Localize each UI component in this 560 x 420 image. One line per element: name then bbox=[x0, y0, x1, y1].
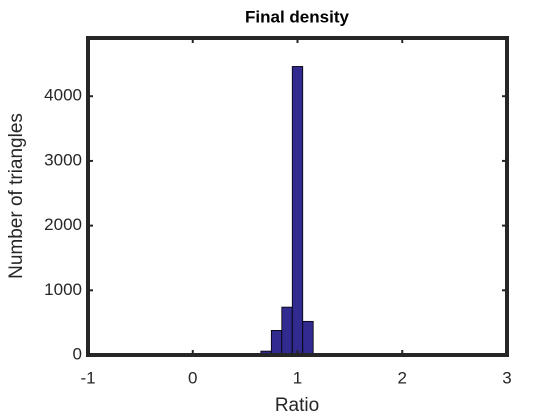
x-tick-label: 3 bbox=[502, 368, 511, 387]
x-tick-label: 0 bbox=[188, 368, 197, 387]
bar bbox=[281, 306, 293, 356]
x-axis-label: Ratio bbox=[275, 395, 319, 416]
y-tick-label: 3000 bbox=[44, 150, 82, 169]
y-tick-label: 2000 bbox=[44, 215, 82, 234]
y-tick-label: 1000 bbox=[44, 280, 82, 299]
axes-box bbox=[86, 36, 509, 357]
bar bbox=[291, 66, 304, 356]
bar bbox=[270, 330, 283, 356]
chart-title: Final density bbox=[245, 7, 349, 26]
bar bbox=[302, 320, 314, 356]
y-axis-label: Number of triangles bbox=[6, 113, 27, 279]
x-tick-label: 2 bbox=[398, 368, 407, 387]
x-tick-label: -1 bbox=[80, 368, 95, 387]
x-tick-label: 1 bbox=[293, 368, 302, 387]
y-tick-label: 0 bbox=[73, 344, 82, 363]
y-tick-label: 4000 bbox=[44, 86, 82, 105]
